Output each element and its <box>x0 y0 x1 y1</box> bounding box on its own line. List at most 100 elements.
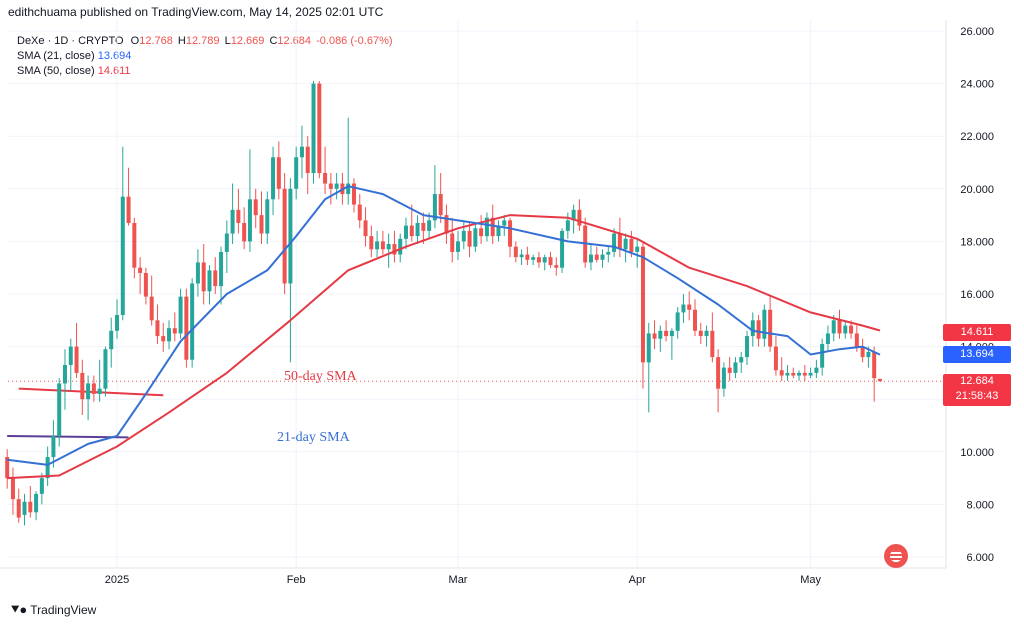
candle <box>39 472 44 505</box>
candle <box>132 217 137 279</box>
candle-body <box>421 222 426 231</box>
candle-body <box>161 336 166 342</box>
candle-body <box>675 312 680 331</box>
candle-body <box>456 241 461 252</box>
candle-body <box>791 372 796 376</box>
candle <box>825 325 830 352</box>
candle <box>74 322 79 379</box>
candle-body <box>126 196 131 223</box>
legend-sma21-row[interactable]: SMA (21, close) 13.694 <box>17 49 393 64</box>
candle-body <box>496 225 501 237</box>
candle <box>808 367 813 379</box>
candle <box>404 217 408 250</box>
legend-symbol[interactable]: DeXe · 1D · CRYPTO <box>17 35 124 47</box>
candle <box>773 336 778 376</box>
candle-body <box>195 262 200 284</box>
candle <box>739 351 744 373</box>
candle-body <box>860 346 865 358</box>
candle-body <box>375 241 380 250</box>
candle-body <box>525 254 530 260</box>
legend-close-label: C <box>269 35 278 47</box>
candle-body <box>716 357 721 389</box>
trendline-red <box>18 387 164 397</box>
us-flag-icon[interactable] <box>884 544 908 568</box>
candle <box>392 230 397 263</box>
candle-body <box>294 157 299 189</box>
candle <box>681 294 686 323</box>
candle-body <box>548 257 553 266</box>
candle-body <box>224 233 229 252</box>
candle-body <box>658 330 663 339</box>
bar-countdown: 21:58:43 <box>955 390 999 402</box>
candle-body <box>91 383 96 394</box>
candle-body <box>502 220 507 226</box>
legend-sma50-row[interactable]: SMA (50, close) 14.611 <box>17 64 393 79</box>
time-axis: 2025 Feb Mar Apr May <box>105 574 822 586</box>
candle <box>444 204 449 245</box>
candle-body <box>143 272 148 297</box>
candle <box>461 220 466 250</box>
candle <box>473 222 478 252</box>
candle-body <box>427 220 432 231</box>
candle <box>190 278 195 368</box>
candle <box>369 225 374 258</box>
candle <box>172 312 177 342</box>
candle <box>733 357 738 379</box>
candle-body <box>640 246 645 363</box>
candle <box>276 141 281 200</box>
candle <box>802 365 807 381</box>
candle-body <box>652 333 657 339</box>
candle-body <box>34 493 39 513</box>
candle-body <box>450 233 455 252</box>
candle-body <box>432 194 437 221</box>
candle <box>531 254 536 266</box>
candle <box>195 249 200 297</box>
candle-body <box>814 367 819 373</box>
candle <box>745 330 750 366</box>
sma21-price-badge: 13.694 <box>943 346 1011 363</box>
tradingview-logo[interactable]: ⯆● TradingView <box>10 602 96 618</box>
candle-body <box>392 244 397 255</box>
y-tick-label: 22.000 <box>960 131 994 143</box>
candle <box>22 493 27 526</box>
chart-grid <box>0 20 947 569</box>
candle <box>236 188 241 234</box>
legend-sma21-label: SMA (21, close) <box>17 50 95 62</box>
candles <box>5 80 882 526</box>
candle-body <box>305 146 310 174</box>
candle <box>542 254 547 271</box>
y-tick-label: 26.000 <box>960 26 994 38</box>
candle-body <box>276 157 281 189</box>
candle-body <box>646 333 651 363</box>
candle <box>577 199 582 231</box>
y-tick-label: 8.000 <box>966 499 994 511</box>
candle <box>103 346 108 397</box>
candle <box>80 359 85 415</box>
sma50-line <box>7 214 881 480</box>
candle-body <box>768 309 773 347</box>
candle <box>456 230 461 260</box>
candle <box>525 246 530 266</box>
candle <box>635 238 640 268</box>
y-tick-label: 16.000 <box>960 289 994 301</box>
candle <box>323 146 328 195</box>
candle-body <box>698 330 703 337</box>
candle-body <box>219 251 224 287</box>
candle <box>600 249 605 268</box>
candle <box>548 251 553 268</box>
candle-body <box>398 238 403 255</box>
candle <box>45 446 50 486</box>
x-tick-label: Apr <box>629 574 646 586</box>
candle <box>143 267 148 305</box>
candle-body <box>490 217 495 237</box>
candle <box>502 215 507 237</box>
candle <box>149 275 154 326</box>
candle-body <box>542 257 547 263</box>
candle-body <box>721 367 726 389</box>
candle <box>646 322 651 413</box>
candle-body <box>103 349 108 389</box>
candle <box>242 207 247 250</box>
candle <box>554 257 559 276</box>
candle <box>386 233 391 268</box>
